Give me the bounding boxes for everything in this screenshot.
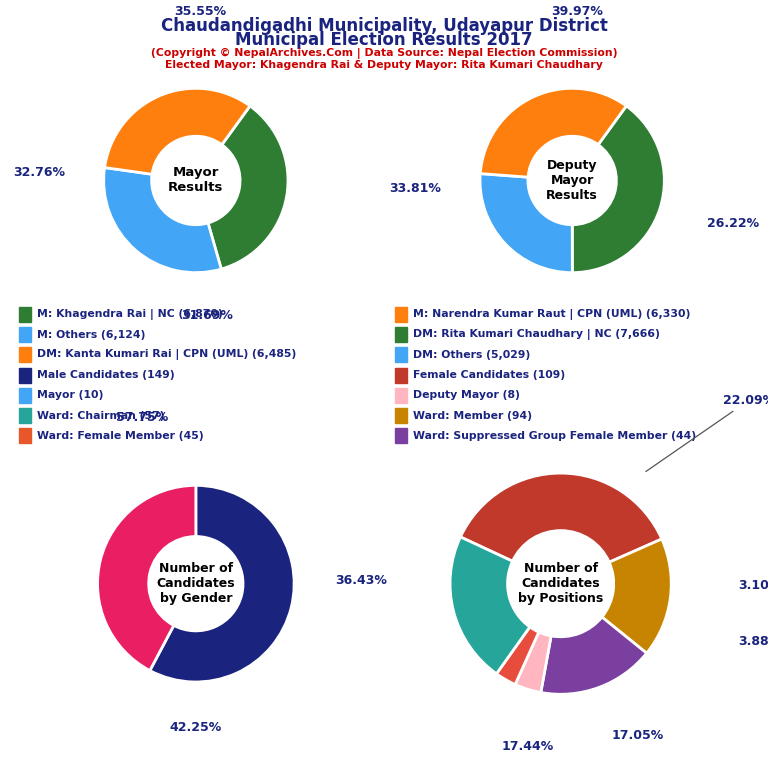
Wedge shape (480, 174, 572, 273)
Text: M: Khagendra Rai | NC (6,870): M: Khagendra Rai | NC (6,870) (37, 309, 223, 320)
Wedge shape (541, 617, 647, 694)
Bar (19, 408, 31, 423)
Bar (396, 347, 407, 362)
Text: Ward: Female Member (45): Ward: Female Member (45) (37, 431, 204, 441)
Text: 33.81%: 33.81% (389, 182, 442, 195)
Text: 17.05%: 17.05% (612, 729, 664, 742)
Text: DM: Others (5,029): DM: Others (5,029) (413, 350, 531, 360)
Bar (19, 327, 31, 343)
Text: 3.88%: 3.88% (738, 634, 768, 647)
Text: Ward: Chairman (57): Ward: Chairman (57) (37, 411, 164, 421)
Text: 3.10%: 3.10% (738, 579, 768, 592)
Text: 36.43%: 36.43% (336, 574, 388, 587)
Bar (396, 327, 407, 343)
Wedge shape (515, 632, 551, 693)
Bar (19, 388, 31, 403)
Text: 39.97%: 39.97% (551, 5, 603, 18)
Text: DM: Rita Kumari Chaudhary | NC (7,666): DM: Rita Kumari Chaudhary | NC (7,666) (413, 329, 660, 340)
Bar (19, 429, 31, 443)
Wedge shape (602, 539, 671, 654)
Wedge shape (104, 88, 250, 174)
Bar (396, 307, 407, 322)
Text: 35.55%: 35.55% (174, 5, 227, 18)
Bar (396, 388, 407, 403)
Wedge shape (98, 485, 196, 670)
Wedge shape (208, 106, 288, 269)
Text: Ward: Member (94): Ward: Member (94) (413, 411, 532, 421)
Text: Female Candidates (109): Female Candidates (109) (413, 370, 565, 380)
Text: 31.69%: 31.69% (181, 309, 233, 322)
Text: 42.25%: 42.25% (170, 721, 222, 734)
Bar (396, 429, 407, 443)
Text: Deputy Mayor (8): Deputy Mayor (8) (413, 390, 520, 400)
Bar (396, 368, 407, 382)
Bar (396, 408, 407, 423)
Wedge shape (104, 167, 221, 273)
Text: Municipal Election Results 2017: Municipal Election Results 2017 (235, 31, 533, 48)
Wedge shape (460, 473, 662, 562)
Wedge shape (572, 106, 664, 273)
Bar (19, 307, 31, 322)
Text: Chaudandigadhi Municipality, Udayapur District: Chaudandigadhi Municipality, Udayapur Di… (161, 17, 607, 35)
Text: Number of
Candidates
by Gender: Number of Candidates by Gender (157, 562, 235, 605)
Text: Ward: Suppressed Group Female Member (44): Ward: Suppressed Group Female Member (44… (413, 431, 697, 441)
Text: 32.76%: 32.76% (13, 166, 65, 179)
Text: Elected Mayor: Khagendra Rai & Deputy Mayor: Rita Kumari Chaudhary: Elected Mayor: Khagendra Rai & Deputy Ma… (165, 60, 603, 70)
Wedge shape (150, 485, 294, 682)
Bar (19, 368, 31, 382)
Text: Mayor (10): Mayor (10) (37, 390, 104, 400)
Text: Deputy
Mayor
Results: Deputy Mayor Results (546, 159, 598, 202)
Text: Number of
Candidates
by Positions: Number of Candidates by Positions (518, 562, 604, 605)
Text: 57.75%: 57.75% (116, 412, 168, 425)
Wedge shape (450, 537, 530, 674)
Text: 26.22%: 26.22% (707, 217, 760, 230)
Text: 17.44%: 17.44% (502, 740, 554, 753)
Text: DM: Kanta Kumari Rai | CPN (UML) (6,485): DM: Kanta Kumari Rai | CPN (UML) (6,485) (37, 349, 296, 360)
Text: M: Narendra Kumar Raut | CPN (UML) (6,330): M: Narendra Kumar Raut | CPN (UML) (6,33… (413, 309, 690, 320)
Bar (19, 347, 31, 362)
Text: Male Candidates (149): Male Candidates (149) (37, 370, 174, 380)
Text: M: Others (6,124): M: Others (6,124) (37, 329, 145, 339)
Wedge shape (480, 88, 627, 177)
Text: Mayor
Results: Mayor Results (168, 167, 223, 194)
Text: 22.09%: 22.09% (646, 394, 768, 472)
Text: (Copyright © NepalArchives.Com | Data Source: Nepal Election Commission): (Copyright © NepalArchives.Com | Data So… (151, 48, 617, 58)
Wedge shape (496, 627, 539, 684)
